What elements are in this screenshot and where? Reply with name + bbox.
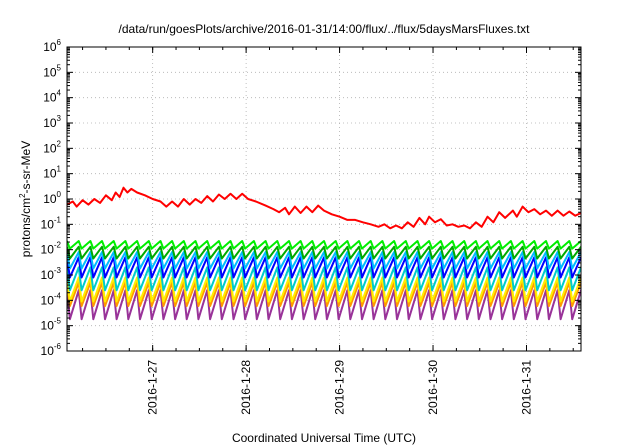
chart-title: /data/run/goesPlots/archive/2016-01-31/1…	[119, 22, 531, 36]
y-tick-label: 104	[43, 89, 61, 105]
y-axis-label-rest: -s-sr-MeV	[19, 141, 33, 194]
y-tick-label: 10-3	[41, 266, 62, 282]
x-tick-label: 2016-1-27	[146, 360, 160, 415]
y-tick-label: 10-6	[41, 342, 62, 358]
y-tick-label: 101	[43, 165, 61, 181]
axis-ticks: 10-6 10-5 10-4 10-3 10-2 10-1 100 101 102 103 104 1…	[41, 38, 581, 415]
y-axis-label-exp: 2	[18, 193, 27, 198]
y-axis-label: protons/cm2-s-sr-MeV	[18, 141, 33, 257]
x-tick-label: 2016-1-29	[333, 360, 347, 415]
x-tick-label: 2016-1-28	[239, 360, 253, 415]
y-axis-label-main: protons/cm	[19, 198, 33, 257]
y-tick-label: 103	[43, 114, 61, 130]
y-tick-label: 10-4	[41, 291, 62, 307]
y-tick-label: 105	[43, 63, 61, 79]
series-layer	[67, 186, 581, 321]
series-line	[67, 276, 581, 303]
y-tick-label: 10-1	[41, 215, 62, 231]
series-line	[67, 266, 581, 292]
series-line	[67, 245, 581, 260]
y-tick-label: 10-5	[41, 317, 62, 333]
y-tick-label: 106	[43, 38, 61, 54]
x-tick-label: 2016-1-31	[519, 360, 533, 415]
y-tick-label: 100	[43, 190, 61, 206]
series-line	[67, 251, 581, 270]
x-axis-label: Coordinated Universal Time (UTC)	[232, 431, 416, 445]
x-tick-label: 2016-1-30	[426, 360, 440, 415]
y-tick-label: 102	[43, 139, 61, 155]
series-line-red	[67, 186, 581, 230]
series-line	[67, 240, 581, 250]
y-tick-label: 10-2	[41, 241, 62, 257]
